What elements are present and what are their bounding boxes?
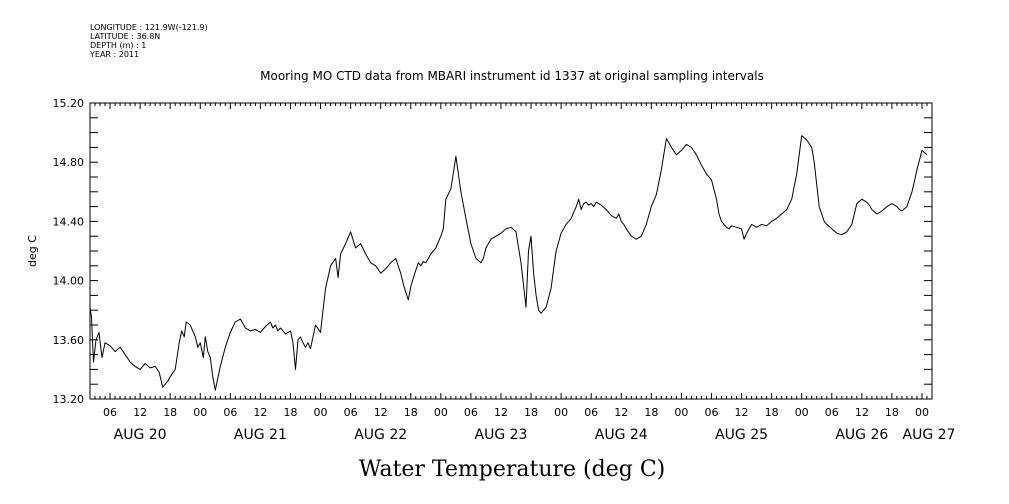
x-axis-label: Water Temperature (deg C) (359, 457, 666, 482)
y-tick-label: 14.80 (53, 156, 85, 169)
y-tick-label: 13.20 (53, 393, 85, 406)
x-hour-label: 06 (825, 406, 839, 419)
x-hour-label: 12 (855, 406, 869, 419)
y-tick-label: 13.60 (53, 334, 85, 347)
x-hour-label: 18 (644, 406, 658, 419)
plot-frame (89, 102, 933, 400)
x-hour-label: 12 (735, 406, 749, 419)
x-day-label: AUG 21 (234, 427, 287, 443)
x-day-label: AUG 22 (354, 427, 407, 443)
x-hour-label: 00 (554, 406, 568, 419)
x-hour-label: 00 (915, 406, 929, 419)
y-axis: 13.20 13.60 14.00 14.40 14.80 15.20 (53, 97, 932, 406)
x-hour-label: 12 (133, 406, 147, 419)
x-day-label: AUG 24 (595, 427, 648, 443)
x-hour-label: 18 (524, 406, 538, 419)
x-day-label: AUG 20 (114, 427, 167, 443)
x-hour-label: 12 (614, 406, 628, 419)
x-hour-label: 06 (223, 406, 237, 419)
depth-text: DEPTH (m) : 1 (90, 41, 146, 50)
y-tick-label: 14.00 (53, 275, 85, 288)
x-hour-label: 18 (283, 406, 297, 419)
longitude-text: LONGITUDE : 121.9W(-121.9) (90, 23, 208, 32)
x-hour-label: 00 (193, 406, 207, 419)
x-hour-label: 00 (795, 406, 809, 419)
x-day-label: AUG 26 (835, 427, 888, 443)
chart-title: Mooring MO CTD data from MBARI instrumen… (260, 69, 764, 83)
series-layer (89, 135, 928, 391)
y-axis-label: deg C (26, 235, 39, 267)
x-hour-label: 12 (494, 406, 508, 419)
year-text: YEAR : 2011 (89, 50, 139, 59)
y-tick-label: 15.20 (53, 97, 85, 110)
x-hour-label: 12 (374, 406, 388, 419)
latitude-text: LATITUDE : 36.8N (90, 32, 160, 41)
y-tick-label: 14.40 (53, 215, 85, 228)
x-hour-label: 00 (674, 406, 688, 419)
x-axis: 06 12 18 00 06 12 18 00 06 12 18 00 06 12 18 00 06 12 18 00… (89, 103, 956, 443)
x-day-label: AUG 23 (475, 427, 528, 443)
temperature-series-line (89, 135, 928, 391)
x-hour-label: 06 (344, 406, 358, 419)
x-hour-label: 00 (434, 406, 448, 419)
x-hour-label: 06 (704, 406, 718, 419)
x-hour-label: 18 (404, 406, 418, 419)
x-hour-label: 06 (103, 406, 117, 419)
x-hour-label: 12 (253, 406, 267, 419)
x-hour-label: 18 (885, 406, 899, 419)
x-hour-label: 06 (584, 406, 598, 419)
x-day-label: AUG 27 (903, 427, 956, 443)
x-hour-label: 00 (314, 406, 328, 419)
x-day-label: AUG 25 (715, 427, 768, 443)
x-hour-label: 06 (464, 406, 478, 419)
x-hour-label: 18 (163, 406, 177, 419)
x-hour-label: 18 (765, 406, 779, 419)
